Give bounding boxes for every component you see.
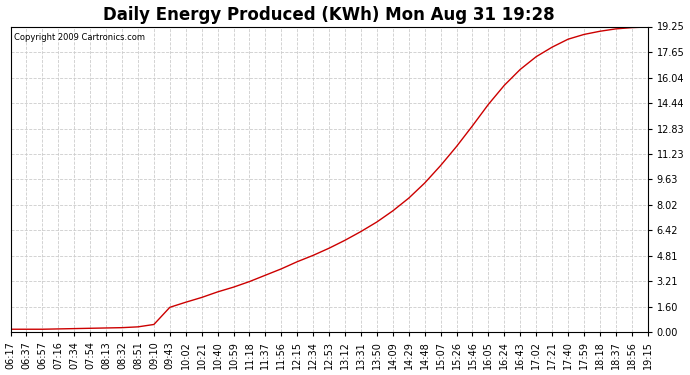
Title: Daily Energy Produced (KWh) Mon Aug 31 19:28: Daily Energy Produced (KWh) Mon Aug 31 1…	[104, 6, 555, 24]
Text: Copyright 2009 Cartronics.com: Copyright 2009 Cartronics.com	[14, 33, 145, 42]
